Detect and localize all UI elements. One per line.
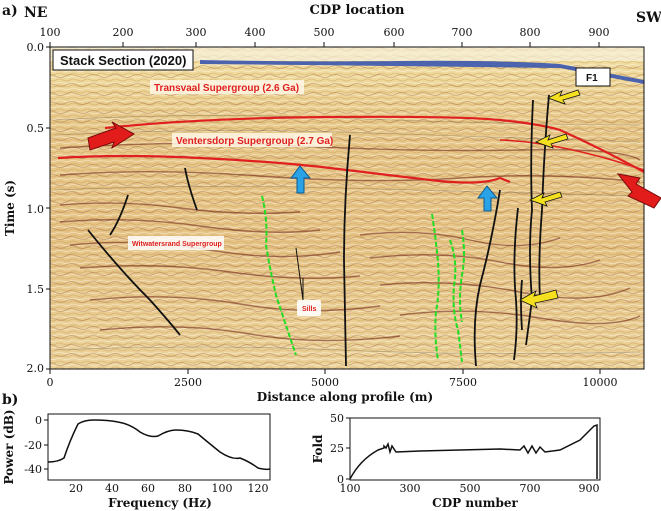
yellow-arrow-1 — [546, 89, 581, 105]
y-axis-title: Time (s) — [3, 180, 17, 236]
cdp-num-tick-100: 100 — [340, 482, 361, 495]
sills-label: Sills — [302, 306, 317, 313]
power-tick-40: -40 — [24, 463, 42, 476]
cdp-tick-100: 100 — [40, 26, 61, 39]
cdp-tick-800: 800 — [520, 26, 541, 39]
cdp-tick-600: 600 — [384, 26, 405, 39]
power-ylabel: Power (dB) — [2, 409, 16, 484]
witwatersrand-label: Witwatersrand Supergroup — [132, 241, 222, 248]
sills-lines — [261, 195, 465, 363]
cdp-tick-500: 500 — [314, 26, 335, 39]
blue-arrow-2 — [477, 185, 499, 212]
cdp-num-tick-500: 500 — [460, 482, 481, 495]
red-arrow-right — [616, 173, 661, 209]
seismic-section — [50, 47, 644, 369]
dist-tick-7500: 7500 — [449, 376, 477, 389]
power-spectrum-plot: 0 -20 -40 20 40 60 80 100 120 Power (dB)… — [2, 409, 271, 510]
transvaal-horizon — [104, 115, 644, 173]
fold-curve — [349, 423, 598, 480]
power-spectrum-curve — [47, 419, 271, 471]
sw-corner-label: SW — [636, 10, 661, 26]
freq-tick-120: 120 — [248, 482, 269, 495]
fold-tick-25: 25 — [330, 442, 344, 455]
dist-tick-0: 0 — [47, 376, 54, 389]
cdp-num-tick-300: 300 — [400, 482, 421, 495]
cdp-tick-200: 200 — [113, 26, 134, 39]
fold-ylabel: Fold — [311, 434, 325, 463]
power-tick-20: -20 — [24, 439, 42, 452]
freq-tick-100: 100 — [212, 482, 233, 495]
fold-xlabel: CDP number — [432, 496, 518, 510]
fold-plot: 50 25 0 100 300 500 700 900 Fold CDP num… — [311, 412, 601, 510]
fault-lines — [87, 94, 550, 367]
time-tick-0: 0.0 — [27, 41, 45, 54]
x-axis-title: Distance along profile (m) — [257, 390, 433, 404]
dist-tick-5000: 5000 — [311, 376, 339, 389]
fold-tick-50: 50 — [330, 412, 344, 425]
freq-tick-20: 20 — [69, 482, 83, 495]
red-arrow-left — [87, 121, 135, 151]
panel-b-label: b) — [2, 392, 18, 408]
panel-a-label: a) — [2, 3, 18, 19]
freq-tick-80: 80 — [178, 482, 192, 495]
cdp-tick-300: 300 — [186, 26, 207, 39]
time-tick-20: 2.0 — [27, 362, 45, 375]
dist-tick-10000: 10000 — [583, 376, 618, 389]
cdp-num-tick-700: 700 — [520, 482, 541, 495]
fault-f1-box — [575, 67, 611, 87]
ne-corner-label: NE — [24, 5, 47, 21]
time-tick-10: 1.0 — [27, 203, 45, 216]
fault-f1-label: F1 — [586, 73, 598, 84]
cdp-tick-700: 700 — [452, 26, 473, 39]
yellow-arrow-3 — [528, 191, 563, 207]
ventersdorp-label: Ventersdorp Supergroup (2.7 Ga) — [176, 136, 333, 147]
time-tick-05: 0.5 — [27, 122, 45, 135]
top-axis-title: CDP location — [310, 3, 405, 18]
freq-tick-60: 60 — [141, 482, 155, 495]
fold-tick-0: 0 — [337, 473, 344, 486]
cdp-num-tick-900: 900 — [579, 482, 600, 495]
stack-title: Stack Section (2020) — [60, 53, 186, 68]
power-tick-0: 0 — [35, 414, 42, 427]
ventersdorp-horizon — [57, 154, 511, 184]
power-xlabel: Frequency (Hz) — [108, 496, 212, 510]
yellow-arrow-4 — [519, 289, 559, 309]
time-tick-15: 1.5 — [27, 283, 45, 296]
top-axis-ticks: 100 200 300 400 500 600 700 800 900 — [40, 26, 610, 39]
freq-tick-40: 40 — [105, 482, 119, 495]
cdp-tick-400: 400 — [245, 26, 266, 39]
yellow-arrow-2 — [534, 133, 569, 149]
cdp-tick-900: 900 — [589, 26, 610, 39]
transvaal-label: Transvaal Supergroup (2.6 Ga) — [154, 83, 299, 94]
dist-tick-2500: 2500 — [174, 376, 202, 389]
stack-title-box — [52, 49, 194, 71]
blue-arrow-1 — [290, 165, 312, 194]
